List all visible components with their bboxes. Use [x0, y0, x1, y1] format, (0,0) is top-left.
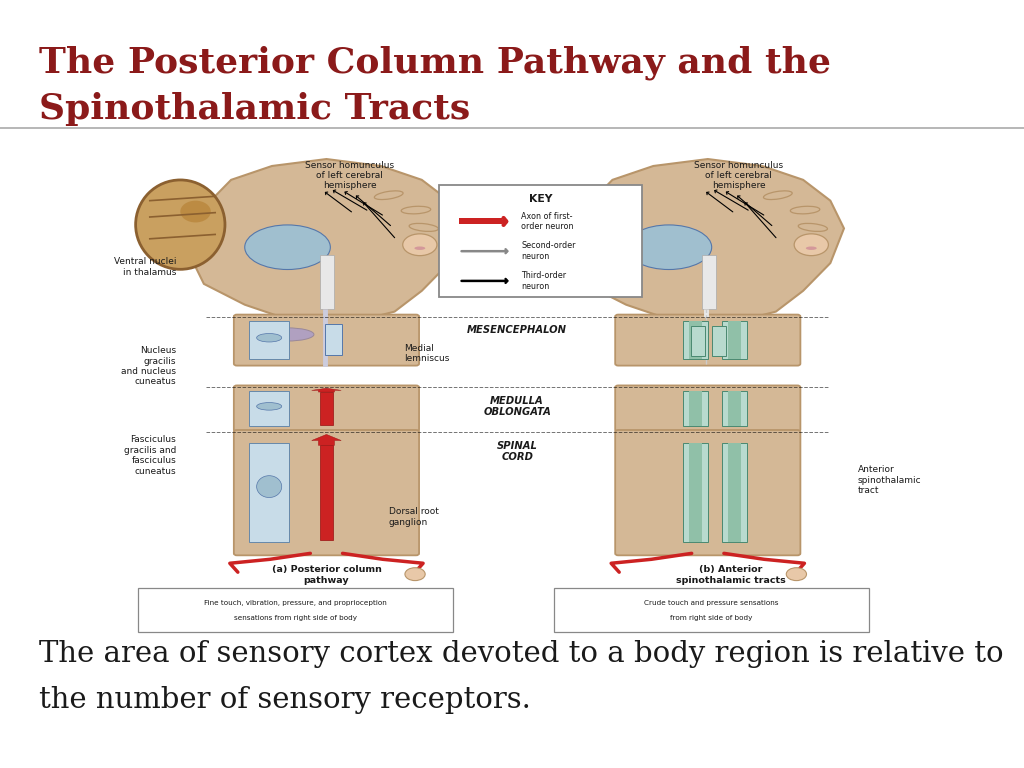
Text: The area of sensory cortex devoted to a body region is relative to: The area of sensory cortex devoted to a …	[39, 641, 1004, 668]
Text: Spinothalamic Tracts: Spinothalamic Tracts	[39, 92, 470, 126]
Text: The Posterior Column Pathway and the: The Posterior Column Pathway and the	[39, 46, 830, 80]
Text: the number of sensory receptors.: the number of sensory receptors.	[39, 687, 530, 714]
